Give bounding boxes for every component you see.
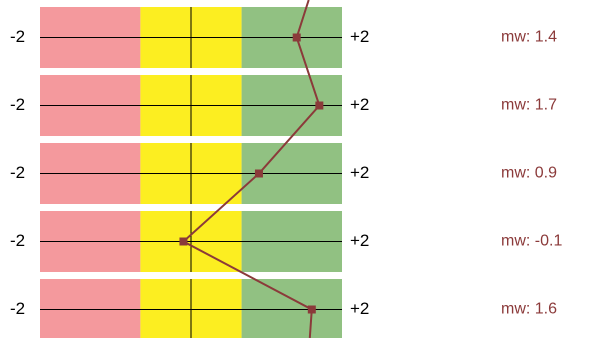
- right-tick-label: +2: [350, 27, 369, 46]
- mean-label: mw: 1.6: [501, 301, 557, 318]
- right-tick-label: +2: [350, 299, 369, 318]
- mean-label: mw: 1.7: [501, 97, 557, 114]
- data-point: [254, 169, 263, 178]
- right-tick-label: +2: [350, 163, 369, 182]
- left-tick-label: -2: [10, 163, 25, 182]
- data-point: [307, 305, 316, 314]
- mean-label: mw: -0.1: [501, 233, 562, 250]
- data-point: [292, 33, 301, 42]
- positive-zone: [241, 279, 342, 338]
- left-tick-label: -2: [10, 95, 25, 114]
- data-point: [315, 101, 324, 110]
- left-tick-label: -2: [10, 27, 25, 46]
- right-tick-label: +2: [350, 95, 369, 114]
- left-tick-label: -2: [10, 299, 25, 318]
- negative-zone: [40, 279, 141, 338]
- mean-label: mw: 0.9: [501, 165, 557, 182]
- data-point: [179, 237, 188, 246]
- right-tick-label: +2: [350, 231, 369, 250]
- mean-label: mw: 1.4: [501, 29, 557, 46]
- left-tick-label: -2: [10, 231, 25, 250]
